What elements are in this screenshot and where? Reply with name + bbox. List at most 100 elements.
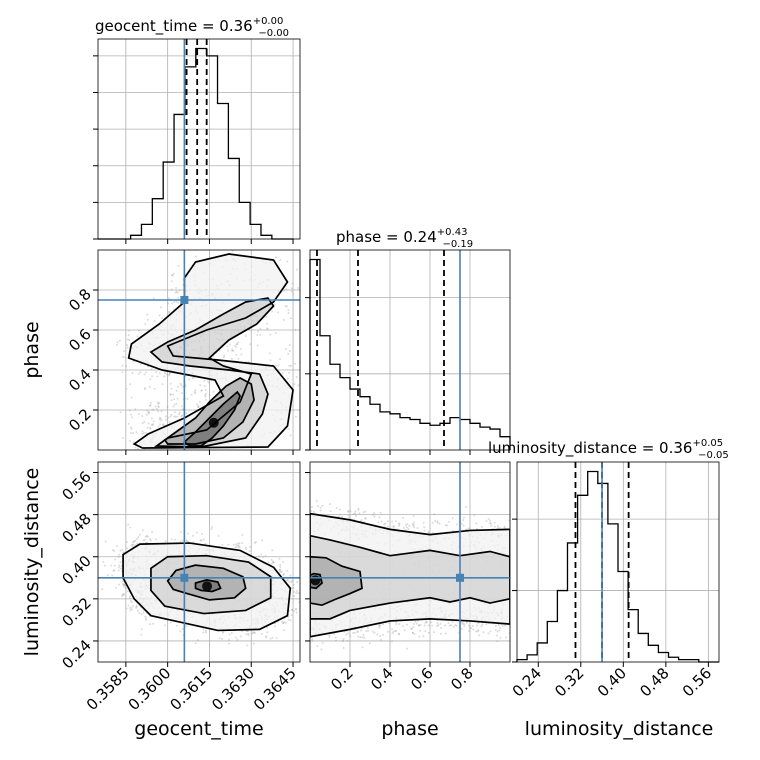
sample-point (354, 512, 357, 515)
sample-point (392, 630, 395, 633)
sample-point (121, 364, 124, 367)
sample-point (235, 345, 238, 348)
sample-point (132, 604, 135, 607)
sample-point (146, 535, 149, 538)
sample-point (149, 404, 152, 407)
sample-point (132, 541, 135, 544)
sample-point (407, 528, 410, 531)
sample-point (149, 402, 152, 405)
sample-point (288, 364, 291, 367)
sample-point (195, 531, 198, 534)
sample-point (140, 613, 143, 616)
sample-point (171, 274, 174, 277)
sample-point (104, 540, 107, 543)
sample-point (249, 343, 252, 346)
sample-point (236, 544, 239, 547)
sample-point (170, 538, 173, 541)
sample-point (175, 286, 178, 289)
sample-point (288, 371, 291, 374)
sample-point (114, 558, 117, 561)
sample-point (503, 525, 506, 528)
sample-point (423, 526, 426, 529)
sample-point (319, 506, 322, 509)
x-tick-label: 0.3615 (166, 664, 216, 714)
sample-point (401, 625, 404, 628)
sample-point (493, 521, 496, 524)
sample-point (203, 450, 205, 452)
sample-point (271, 636, 274, 639)
sample-point (356, 631, 359, 634)
sample-point (380, 638, 383, 641)
contour-line (166, 564, 247, 601)
sample-point (235, 353, 238, 356)
sample-point (499, 626, 502, 629)
sample-point (436, 520, 439, 523)
sample-point (249, 545, 252, 548)
sample-point (265, 636, 268, 639)
sample-point (413, 632, 416, 635)
sample-point (284, 305, 287, 308)
sample-point (145, 617, 148, 620)
sample-point (167, 416, 170, 419)
sample-point (412, 524, 415, 527)
sample-point (145, 371, 148, 374)
sample-point (423, 529, 426, 532)
sample-point (517, 599, 519, 601)
sample-point (411, 627, 414, 630)
sample-point (208, 393, 211, 396)
sample-point (427, 624, 430, 627)
sample-point (120, 564, 123, 567)
sample-point (373, 515, 376, 518)
sample-point (293, 383, 296, 386)
sample-point (181, 385, 184, 388)
sample-point (254, 541, 257, 544)
sample-point (328, 634, 331, 637)
sample-point (285, 579, 288, 582)
sample-point (151, 424, 154, 427)
sample-point (172, 405, 175, 408)
sample-point (436, 624, 439, 627)
sample-point (157, 410, 160, 413)
sample-point (272, 561, 275, 564)
title-lower-error: −0.19 (442, 239, 473, 250)
sample-point (237, 542, 240, 545)
sample-point (181, 408, 184, 411)
sample-point (138, 533, 141, 536)
sample-point (481, 623, 484, 626)
sample-point (494, 629, 497, 632)
sample-point (283, 289, 286, 292)
sample-point (282, 629, 285, 632)
sample-point (278, 568, 281, 571)
sample-point (164, 539, 167, 542)
sample-point (472, 628, 475, 631)
sample-point (283, 621, 286, 624)
sample-point (422, 635, 425, 638)
histogram-step (98, 47, 294, 240)
sample-point (207, 245, 209, 247)
sample-point (200, 389, 203, 392)
histogram-panel-luminosity-distance: 0.24 0.32 0.40 0.48 0.56 luminosity_distance… (488, 438, 729, 700)
sample-point (287, 353, 290, 356)
sample-point (408, 524, 411, 527)
sample-point (129, 526, 132, 529)
x-axis-label-luminosity-distance: luminosity_distance (525, 718, 714, 740)
sample-point (173, 397, 176, 400)
sample-point (291, 608, 294, 611)
sample-point (217, 534, 220, 537)
x-tick-label: 0.3630 (208, 664, 258, 714)
sample-point (390, 640, 393, 643)
sample-point (228, 343, 231, 346)
sample-point (477, 622, 480, 625)
sample-point (170, 413, 173, 416)
sample-point (185, 539, 188, 542)
sample-point (145, 413, 148, 416)
sample-point (230, 357, 233, 360)
sample-point (461, 623, 464, 626)
sample-point (413, 526, 416, 529)
sample-point (198, 400, 201, 403)
sample-point (231, 250, 234, 252)
sample-point (149, 623, 152, 626)
sample-point (359, 629, 362, 632)
sample-point (151, 408, 154, 411)
sample-point (202, 538, 205, 541)
